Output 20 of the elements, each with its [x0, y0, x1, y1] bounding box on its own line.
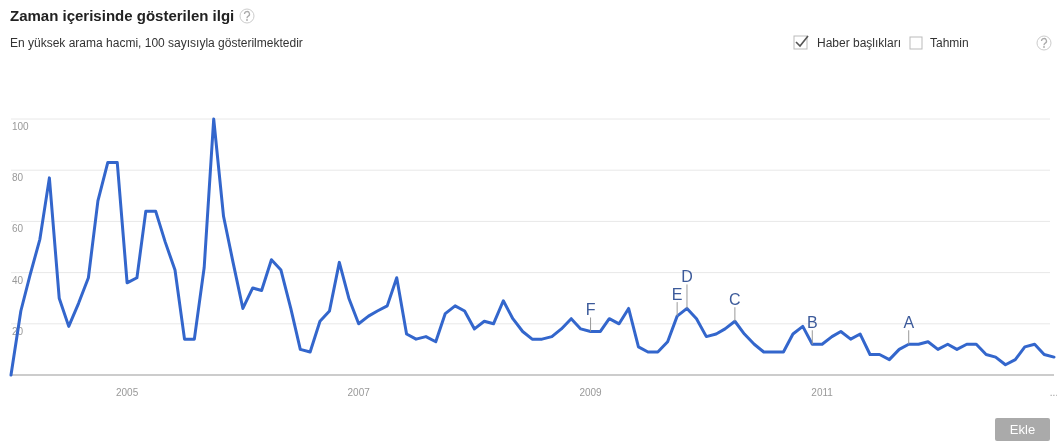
y-tick-label: 60 [12, 223, 24, 235]
y-tick-label: 100 [12, 121, 30, 132]
text: Tahmin [930, 36, 969, 50]
x-tick-label: 2005 [115, 387, 139, 398]
chart-title: Zaman içerisinde gösterilen ilgi [10, 7, 235, 24]
x-tick-label: ... [1049, 387, 1057, 398]
y-tick-label: 80 [12, 172, 24, 184]
x-tick-label: 2011 [811, 387, 834, 398]
text: Haber başlıkları [817, 36, 902, 50]
annotation: A [903, 314, 915, 332]
annotation: E [671, 286, 683, 304]
annotation: C [729, 291, 741, 309]
annotation: F [585, 301, 596, 319]
x-tick-label: 2009 [579, 387, 603, 398]
y-tick-label: 40 [12, 274, 24, 286]
annotation: B [806, 314, 818, 332]
chart-subtitle: En yüksek arama hacmi, 100 sayısıyla gösterilmektedir [10, 36, 303, 50]
annotation: D [681, 268, 693, 286]
x-tick-label: 2007 [347, 387, 371, 398]
text: Ekle [1009, 422, 1036, 437]
